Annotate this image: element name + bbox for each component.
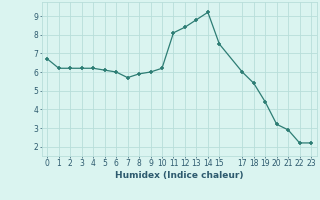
X-axis label: Humidex (Indice chaleur): Humidex (Indice chaleur) [115, 171, 244, 180]
